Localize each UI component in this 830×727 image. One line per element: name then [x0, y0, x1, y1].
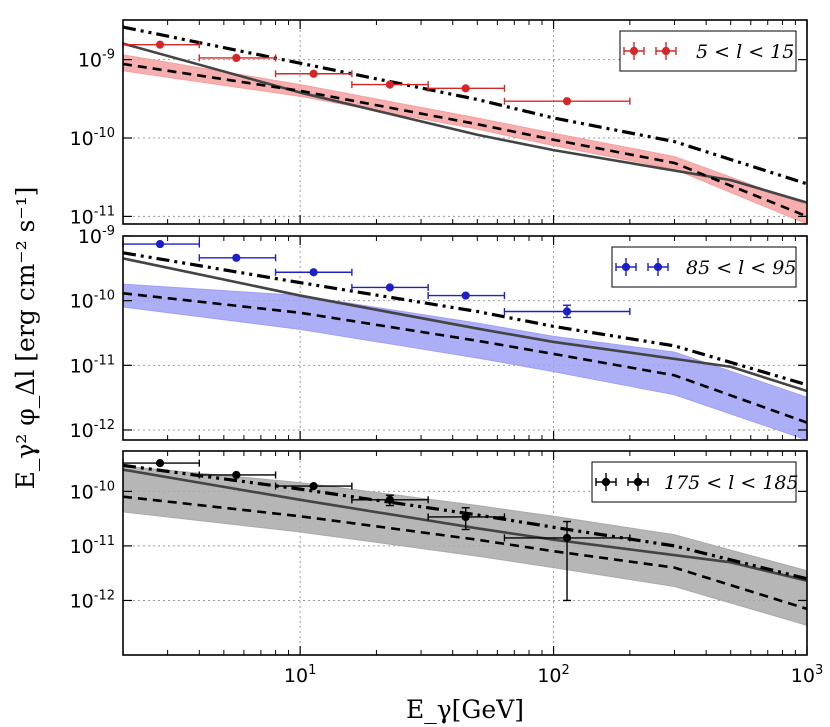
y-tick-label: 10-10 — [70, 479, 115, 503]
y-tick-label: 10-11 — [70, 534, 115, 558]
legend-point — [653, 262, 663, 272]
y-tick-label: 10-11 — [70, 353, 115, 377]
data-point — [232, 470, 241, 480]
data-point — [155, 239, 165, 249]
panel-1-x-ticks — [167, 20, 808, 224]
series-dashed — [123, 292, 807, 424]
data-point — [461, 291, 470, 300]
panel-2-frame — [122, 235, 808, 441]
panel-1-frame — [122, 19, 808, 225]
data-point — [155, 40, 165, 49]
panel-1-series — [123, 25, 807, 218]
panel-3-x-ticks: 101 102 103 — [167, 451, 823, 687]
panel-3-legend: 175 < l < 185 — [591, 461, 799, 503]
panel-2-band — [123, 283, 807, 440]
panel-3: 10-10 10-11 10-12 101 102 103 175 < l < 185 — [70, 450, 823, 687]
panel-3-y-ticks: 10-10 10-11 10-12 — [70, 479, 807, 612]
panel-2-legend-marker — [615, 258, 669, 276]
panel-1-legend: 5 < l < 15 — [619, 30, 797, 72]
y-tick-label: 10-12 — [70, 588, 115, 612]
legend-point — [633, 477, 643, 487]
panel-1-data-points — [122, 40, 631, 106]
panel-1: 10-9 10-10 10-11 5 < l < 15 — [70, 19, 808, 228]
series-dashed — [123, 62, 807, 218]
panel-1-legend-marker — [623, 42, 677, 60]
panel-2-legend-label: 85 < l < 95 — [686, 257, 796, 279]
panel-1-legend-box — [619, 30, 797, 72]
panel-3-legend-box — [591, 461, 797, 503]
panel-3-band — [123, 465, 807, 626]
series-solid — [123, 257, 807, 393]
panel-2-legend-box — [611, 246, 797, 288]
series-solid — [123, 42, 807, 204]
y-axis-title: E_γ² φ_Δl [erg cm⁻² s⁻¹] — [11, 187, 40, 490]
panel-1-y-ticks: 10-9 10-10 10-11 — [70, 48, 807, 228]
x-tick-label: 102 — [537, 663, 569, 687]
x-tick-label: 101 — [284, 663, 316, 687]
panel-2-legend: 85 < l < 95 — [611, 246, 797, 288]
panel-3-data-points — [122, 458, 631, 602]
series-dash-dot — [123, 251, 807, 387]
legend-point — [601, 477, 611, 487]
legend-point — [629, 46, 639, 56]
panel-2-data-points — [122, 239, 631, 319]
panel-2: 10-9 10-10 10-11 10-12 85 < l < 95 — [70, 224, 808, 442]
series-dash-dot — [123, 463, 807, 581]
y-tick-label: 10-12 — [70, 418, 115, 442]
panel-1-band — [123, 54, 807, 224]
data-point — [461, 512, 470, 522]
series-dashed — [123, 495, 807, 611]
panel-3-legend-marker — [595, 473, 649, 491]
data-point — [385, 283, 394, 292]
data-point — [461, 84, 470, 93]
panel-3-series — [123, 463, 807, 611]
data-point — [232, 53, 241, 63]
panel-2-series — [123, 251, 807, 424]
y-tick-label: 10-11 — [70, 204, 115, 228]
y-tick-label: 10-9 — [78, 224, 115, 248]
series-solid — [123, 468, 807, 582]
data-point — [309, 481, 318, 491]
data-point — [385, 495, 394, 504]
panel-3-frame — [122, 450, 808, 656]
data-point — [309, 69, 318, 78]
data-point — [562, 307, 572, 316]
uncertainty-band — [123, 54, 807, 224]
data-point — [232, 253, 241, 262]
uncertainty-band — [123, 283, 807, 440]
data-point — [309, 268, 318, 277]
data-point — [155, 458, 165, 468]
x-tick-label: 103 — [791, 663, 823, 687]
y-tick-label: 10-10 — [70, 289, 115, 313]
panel-2-x-ticks — [167, 236, 808, 440]
series-dash-dot — [123, 25, 807, 186]
data-point — [562, 533, 572, 543]
uncertainty-band — [123, 465, 807, 626]
panel-3-legend-label: 175 < l < 185 — [664, 472, 799, 494]
data-point — [385, 80, 394, 89]
y-tick-label: 10-9 — [78, 48, 115, 72]
y-tick-label: 10-10 — [70, 126, 115, 150]
legend-point — [621, 262, 631, 272]
legend-point — [661, 46, 671, 56]
panel-1-legend-label: 5 < l < 15 — [696, 41, 794, 63]
data-point — [562, 97, 572, 106]
panel-2-y-ticks: 10-9 10-10 10-11 10-12 — [70, 224, 807, 442]
x-axis-title: E_γ[GeV] — [406, 695, 524, 724]
